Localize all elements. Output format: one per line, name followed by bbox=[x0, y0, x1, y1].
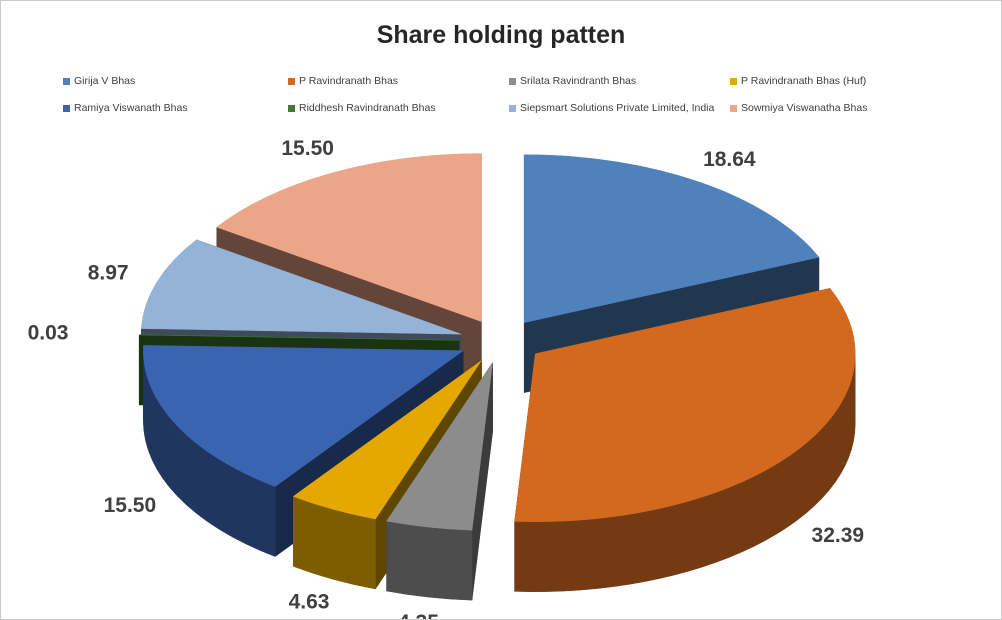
pie-slice-top bbox=[386, 362, 493, 531]
legend-label: Girija V Bhas bbox=[74, 75, 136, 87]
pie-slice-top bbox=[523, 154, 820, 323]
data-label: 8.97 bbox=[88, 261, 129, 284]
legend-label: Siepsmart Solutions Private Limited, Ind… bbox=[520, 102, 715, 114]
pie-slice bbox=[386, 361, 493, 601]
pie-slice-top bbox=[143, 345, 465, 487]
pie-slice-top bbox=[140, 239, 462, 335]
legend-label: Srilata Ravindranth Bhas bbox=[520, 75, 637, 87]
legend-swatch bbox=[288, 77, 295, 85]
pie-slice-top bbox=[514, 288, 856, 522]
data-label: 32.39 bbox=[812, 524, 865, 547]
pie-slice-top bbox=[292, 360, 482, 520]
legend-item: Srilata Ravindranth Bhas bbox=[509, 75, 636, 87]
pie-slice-top bbox=[138, 334, 460, 341]
legend-label: P Ravindranath Bhas bbox=[299, 75, 399, 87]
data-label: 15.50 bbox=[281, 137, 334, 160]
data-label: 18.64 bbox=[703, 148, 756, 171]
legend-swatch bbox=[509, 104, 516, 112]
legend-label: Riddhesh Ravindranath Bhas bbox=[299, 102, 436, 114]
legend-label: Ramiya Viswanath Bhas bbox=[74, 102, 188, 114]
legend-swatch bbox=[63, 104, 70, 112]
data-label: 4.35 bbox=[398, 611, 439, 619]
legend-item: Sowmiya Viswanatha Bhas bbox=[730, 102, 867, 114]
chart-title: Share holding patten bbox=[376, 21, 626, 49]
legend-swatch bbox=[730, 77, 737, 85]
legend-swatch bbox=[63, 77, 70, 85]
legend-item: Riddhesh Ravindranath Bhas bbox=[288, 102, 436, 114]
legend-label: Sowmiya Viswanatha Bhas bbox=[741, 102, 868, 114]
legend-swatch bbox=[730, 104, 737, 112]
legend-item: Siepsmart Solutions Private Limited, Ind… bbox=[509, 102, 714, 114]
legend-swatch bbox=[509, 77, 516, 85]
pie-slice-side bbox=[386, 520, 473, 601]
pie-slice bbox=[514, 288, 856, 592]
data-label: 4.63 bbox=[289, 591, 330, 614]
data-label: 15.50 bbox=[104, 494, 157, 517]
data-label: 0.03 bbox=[28, 321, 69, 344]
legend-item: Ramiya Viswanath Bhas bbox=[63, 102, 188, 114]
legend-item: P Ravindranath Bhas bbox=[288, 75, 398, 87]
legend-item: P Ravindranath Bhas (Huf) bbox=[730, 75, 866, 87]
legend-label: P Ravindranath Bhas (Huf) bbox=[741, 75, 867, 87]
legend-swatch bbox=[288, 104, 295, 112]
pie-slice-top bbox=[216, 153, 482, 322]
legend-item: Girija V Bhas bbox=[63, 75, 135, 87]
